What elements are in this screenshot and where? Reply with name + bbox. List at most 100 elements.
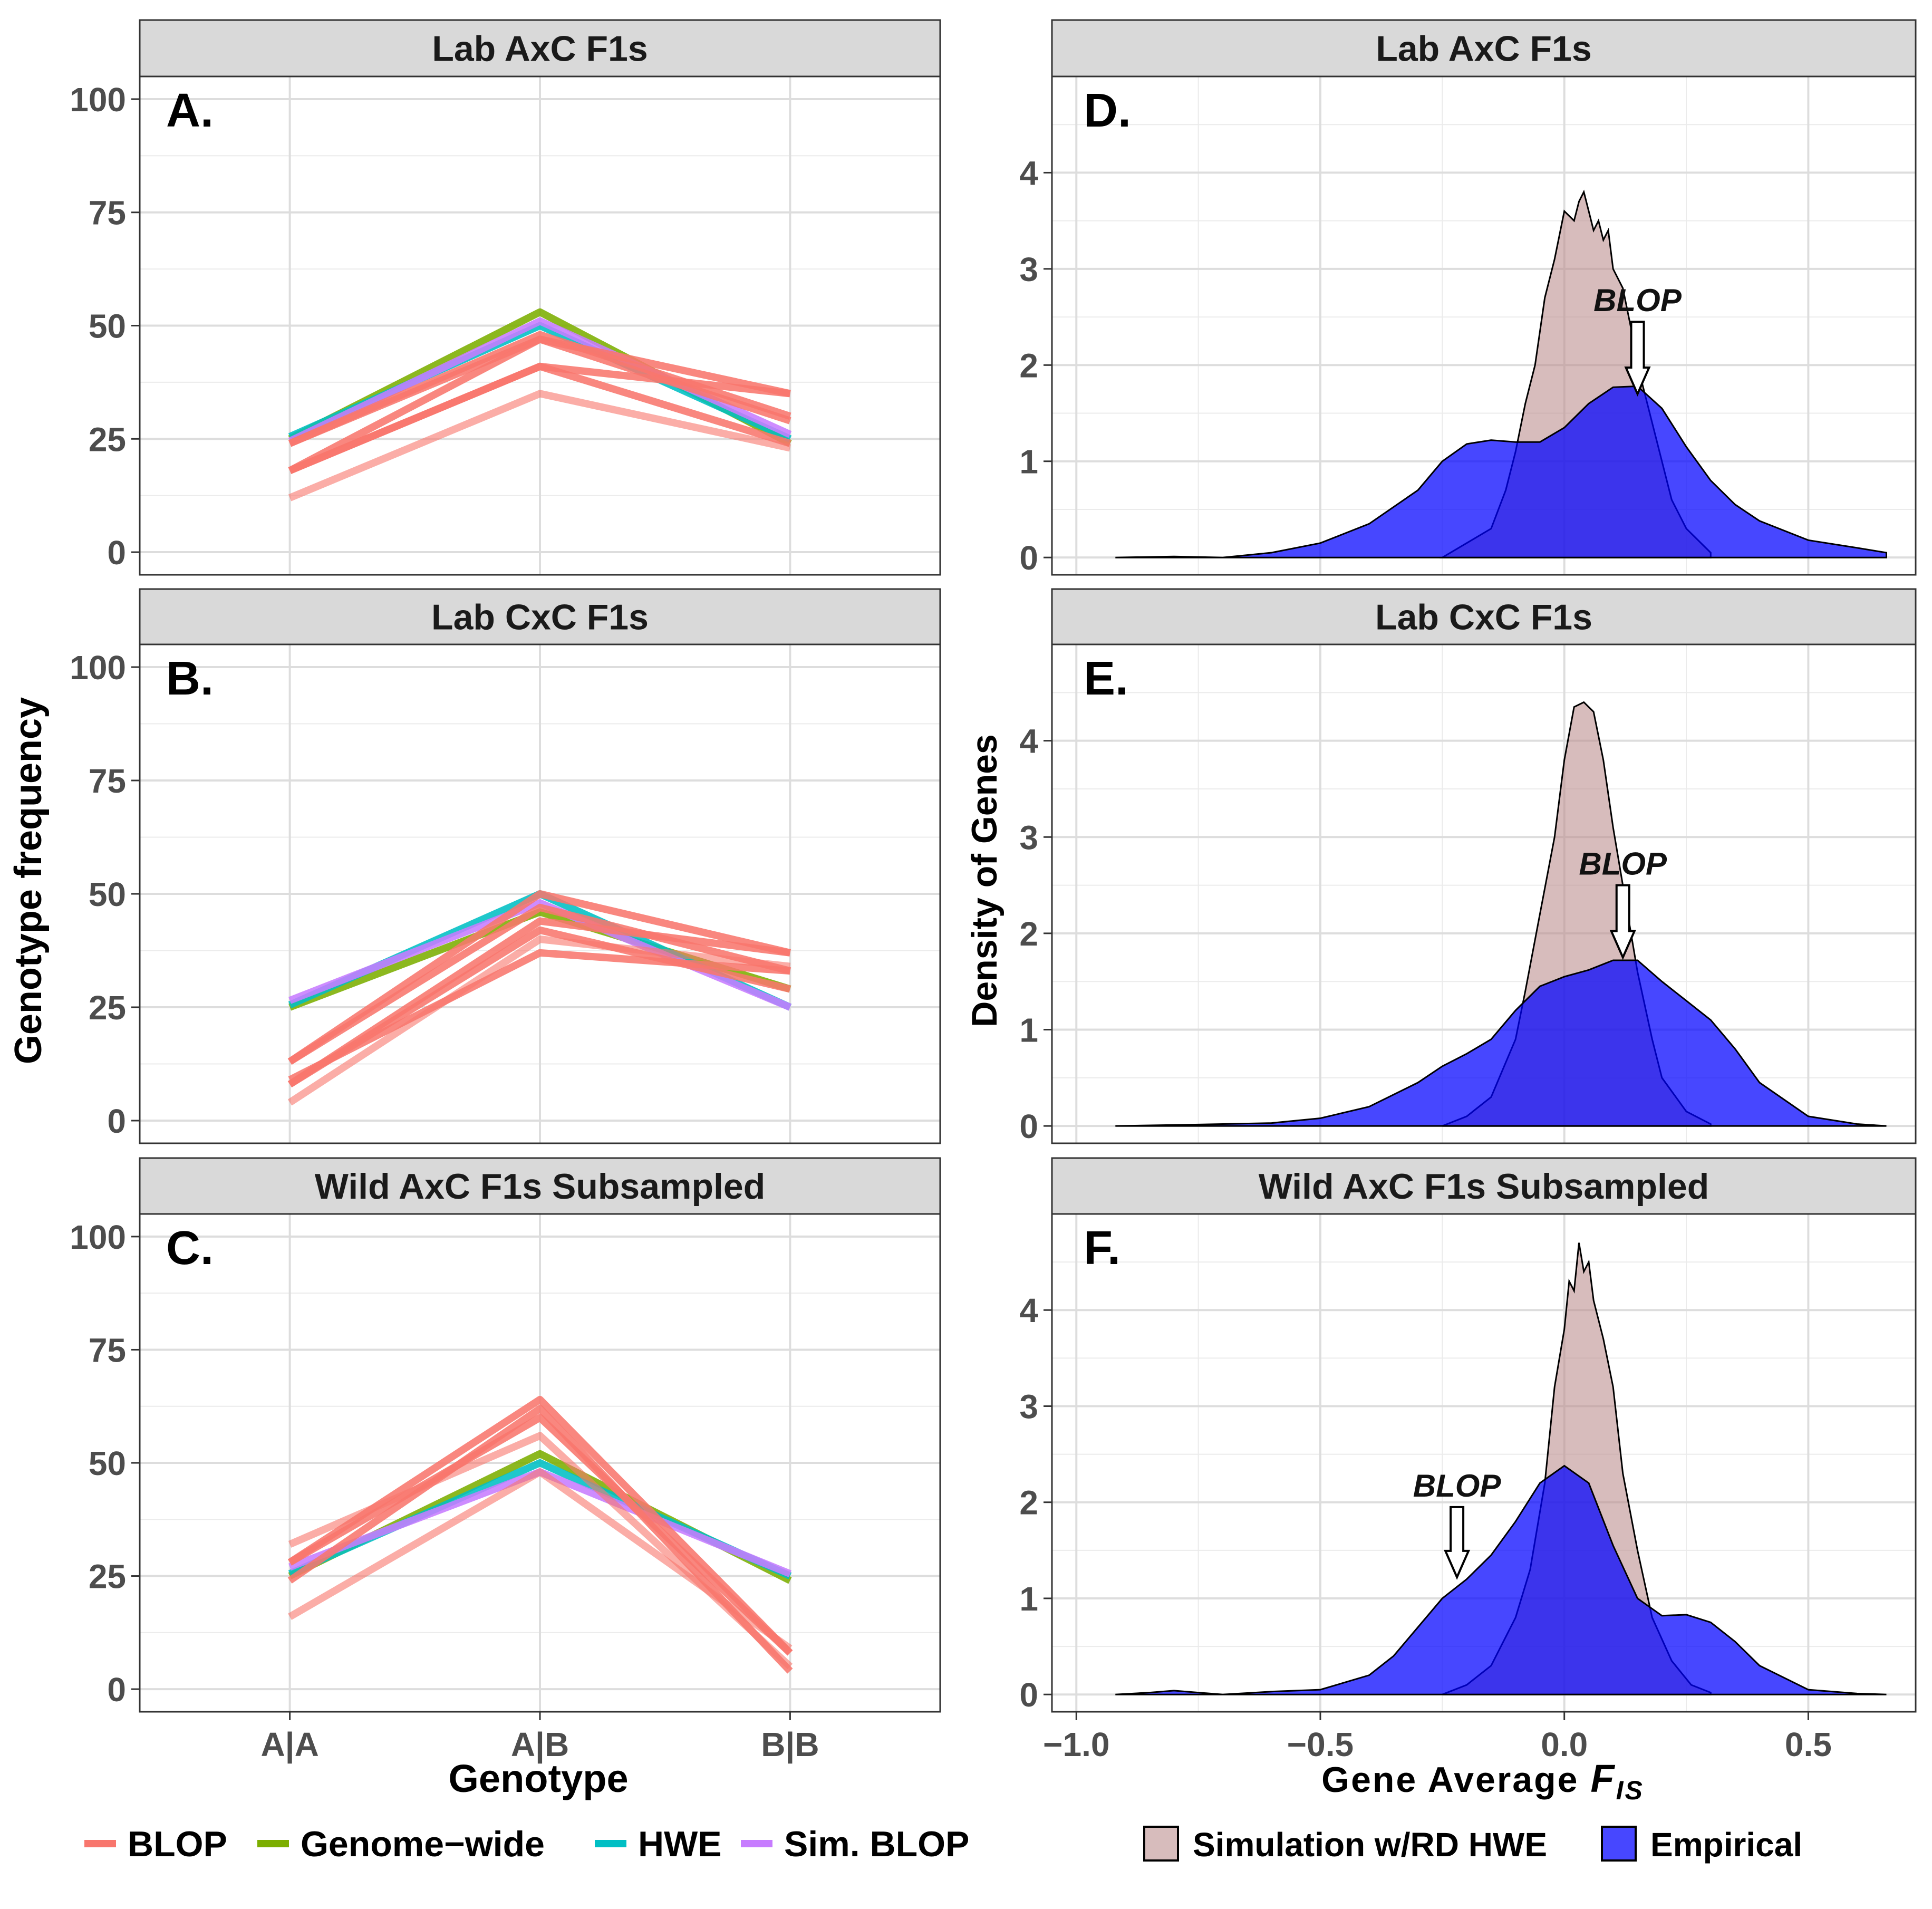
density-empirical [1115, 385, 1887, 558]
legend-item-simulation-w-rd-hwe: Simulation w/RD HWE [1143, 1826, 1547, 1864]
legend-key-swatch [1143, 1826, 1179, 1862]
right-x-axis-title: Gene Average FIS [1321, 1757, 1644, 1805]
y-tick-label: 0 [1019, 539, 1038, 577]
blop-annotation-label: BLOP [1579, 846, 1667, 882]
y-tick-label: 0 [107, 1102, 126, 1140]
legend-key-swatch [1601, 1826, 1637, 1862]
series-line-blop [287, 890, 791, 1065]
y-tick-label: 25 [89, 989, 126, 1027]
x-tick-label: A|A [260, 1725, 318, 1764]
x-tick-label: A|B [511, 1725, 569, 1764]
series-line-blop [287, 903, 791, 1065]
series-line-blop [287, 926, 791, 1088]
blop-annotation-label: BLOP [1413, 1468, 1502, 1503]
y-tick-label: 100 [70, 81, 126, 119]
panel-e: Lab CxC F1s BLOP 0 1 2 3 4 E. [1019, 588, 1917, 1145]
plot-border [1051, 643, 1917, 1144]
x-tick-label: B|B [761, 1725, 819, 1764]
panel-letter: B. [166, 652, 214, 705]
series-line-blop [287, 936, 791, 1106]
series-line-blop [288, 1468, 793, 1652]
panel-letter: D. [1084, 84, 1131, 137]
strip-header [139, 1157, 941, 1215]
right-legend: Simulation w/RD HWE Empirical [1143, 1826, 1802, 1864]
strip-title: Lab CxC F1s [1375, 597, 1592, 638]
y-tick-label: 0 [107, 1671, 126, 1709]
strip-header [139, 588, 941, 645]
blop-arrow-icon [1624, 321, 1651, 397]
x-tick-label: −0.5 [1287, 1725, 1354, 1763]
density-empirical [1115, 959, 1887, 1127]
panel-b: Lab CxC F1s 0 25 50 75 100 B. [70, 588, 941, 1144]
series-line-blop [288, 1414, 793, 1656]
legend-item-genome-wide: Genome−wide [257, 1824, 545, 1864]
strip-header [139, 19, 941, 78]
series-line-blop [288, 331, 791, 447]
y-tick-label: 25 [89, 420, 126, 458]
y-tick-label: 50 [89, 1444, 126, 1482]
x-tick-label: −1.0 [1043, 1725, 1109, 1763]
y-tick-label: 2 [1019, 1484, 1038, 1522]
panel-letter: C. [166, 1222, 214, 1275]
series-line-blop [288, 949, 790, 1083]
left-y-axis-title: Genotype frequency [7, 697, 50, 1064]
legend-item-hwe: HWE [595, 1824, 722, 1864]
right-x-axis-title-sub: IS [1616, 1776, 1644, 1805]
y-tick-label: 4 [1019, 1291, 1038, 1329]
legend-item-blop: BLOP [84, 1824, 227, 1864]
series-line-blop [288, 390, 791, 502]
y-tick-label: 25 [89, 1558, 126, 1596]
legend-label: Simulation w/RD HWE [1193, 1826, 1547, 1864]
series-line-blop [288, 335, 791, 474]
right-y-axis-title: Density of Genes [964, 734, 1004, 1027]
legend-label: Genome−wide [301, 1824, 545, 1864]
y-tick-label: 0 [1019, 1676, 1038, 1714]
panel-a: Lab AxC F1s 0 25 50 75 100 A. [70, 19, 941, 576]
strip-title: Lab AxC F1s [1376, 29, 1591, 69]
strip-header [1051, 1157, 1917, 1215]
series-line-blop [288, 362, 791, 474]
y-tick-label: 3 [1019, 250, 1038, 288]
panels-layer: Lab AxC F1s 0 25 50 75 100 A. Lab CxC F1s 0 25 50 7… [70, 19, 1917, 1764]
y-tick-label: 0 [1019, 1107, 1038, 1145]
panel-letter: A. [166, 84, 214, 137]
y-tick-label: 2 [1019, 346, 1038, 384]
y-tick-label: 100 [70, 649, 126, 687]
y-tick-label: 2 [1019, 915, 1038, 953]
panel-letter: F. [1084, 1222, 1120, 1275]
y-tick-label: 100 [70, 1218, 126, 1256]
strip-title: Wild AxC F1s Subsampled [315, 1166, 766, 1207]
legend-label: HWE [638, 1824, 722, 1864]
blop-annotation-label: BLOP [1593, 283, 1682, 318]
series-line-blop [287, 1405, 793, 1674]
blop-arrow-icon [1444, 1506, 1471, 1580]
y-tick-label: 4 [1019, 154, 1038, 192]
legend-item-empirical: Empirical [1601, 1826, 1802, 1864]
plot-border [1051, 1213, 1917, 1713]
plot-border [1051, 75, 1917, 576]
strip-title: Lab AxC F1s [432, 29, 648, 69]
x-tick-label: 0.5 [1785, 1725, 1832, 1763]
legend-label: BLOP [128, 1824, 227, 1864]
legend-label: Empirical [1650, 1826, 1802, 1864]
right-x-axis-title-italic: F [1590, 1757, 1616, 1800]
strip-title: Lab CxC F1s [431, 597, 649, 638]
y-tick-label: 3 [1019, 818, 1038, 856]
panel-d: Lab AxC F1s BLOP 0 1 2 3 4 D. [1019, 19, 1917, 577]
x-tick-label: 0.0 [1541, 1725, 1588, 1763]
plot-border [139, 1213, 941, 1713]
density-empirical [1115, 1464, 1887, 1695]
y-tick-label: 75 [89, 194, 126, 232]
blop-arrow-icon [1609, 884, 1636, 960]
plot-border [139, 643, 941, 1144]
left-x-axis-title: Genotype [448, 1757, 628, 1800]
y-tick-label: 50 [89, 307, 126, 345]
strip-title: Wild AxC F1s Subsampled [1259, 1166, 1709, 1207]
y-tick-label: 1 [1019, 1580, 1038, 1618]
y-tick-label: 0 [107, 534, 126, 572]
y-tick-label: 3 [1019, 1387, 1038, 1425]
plot-border [139, 75, 941, 576]
y-tick-label: 50 [89, 875, 126, 913]
y-tick-label: 4 [1019, 722, 1038, 760]
